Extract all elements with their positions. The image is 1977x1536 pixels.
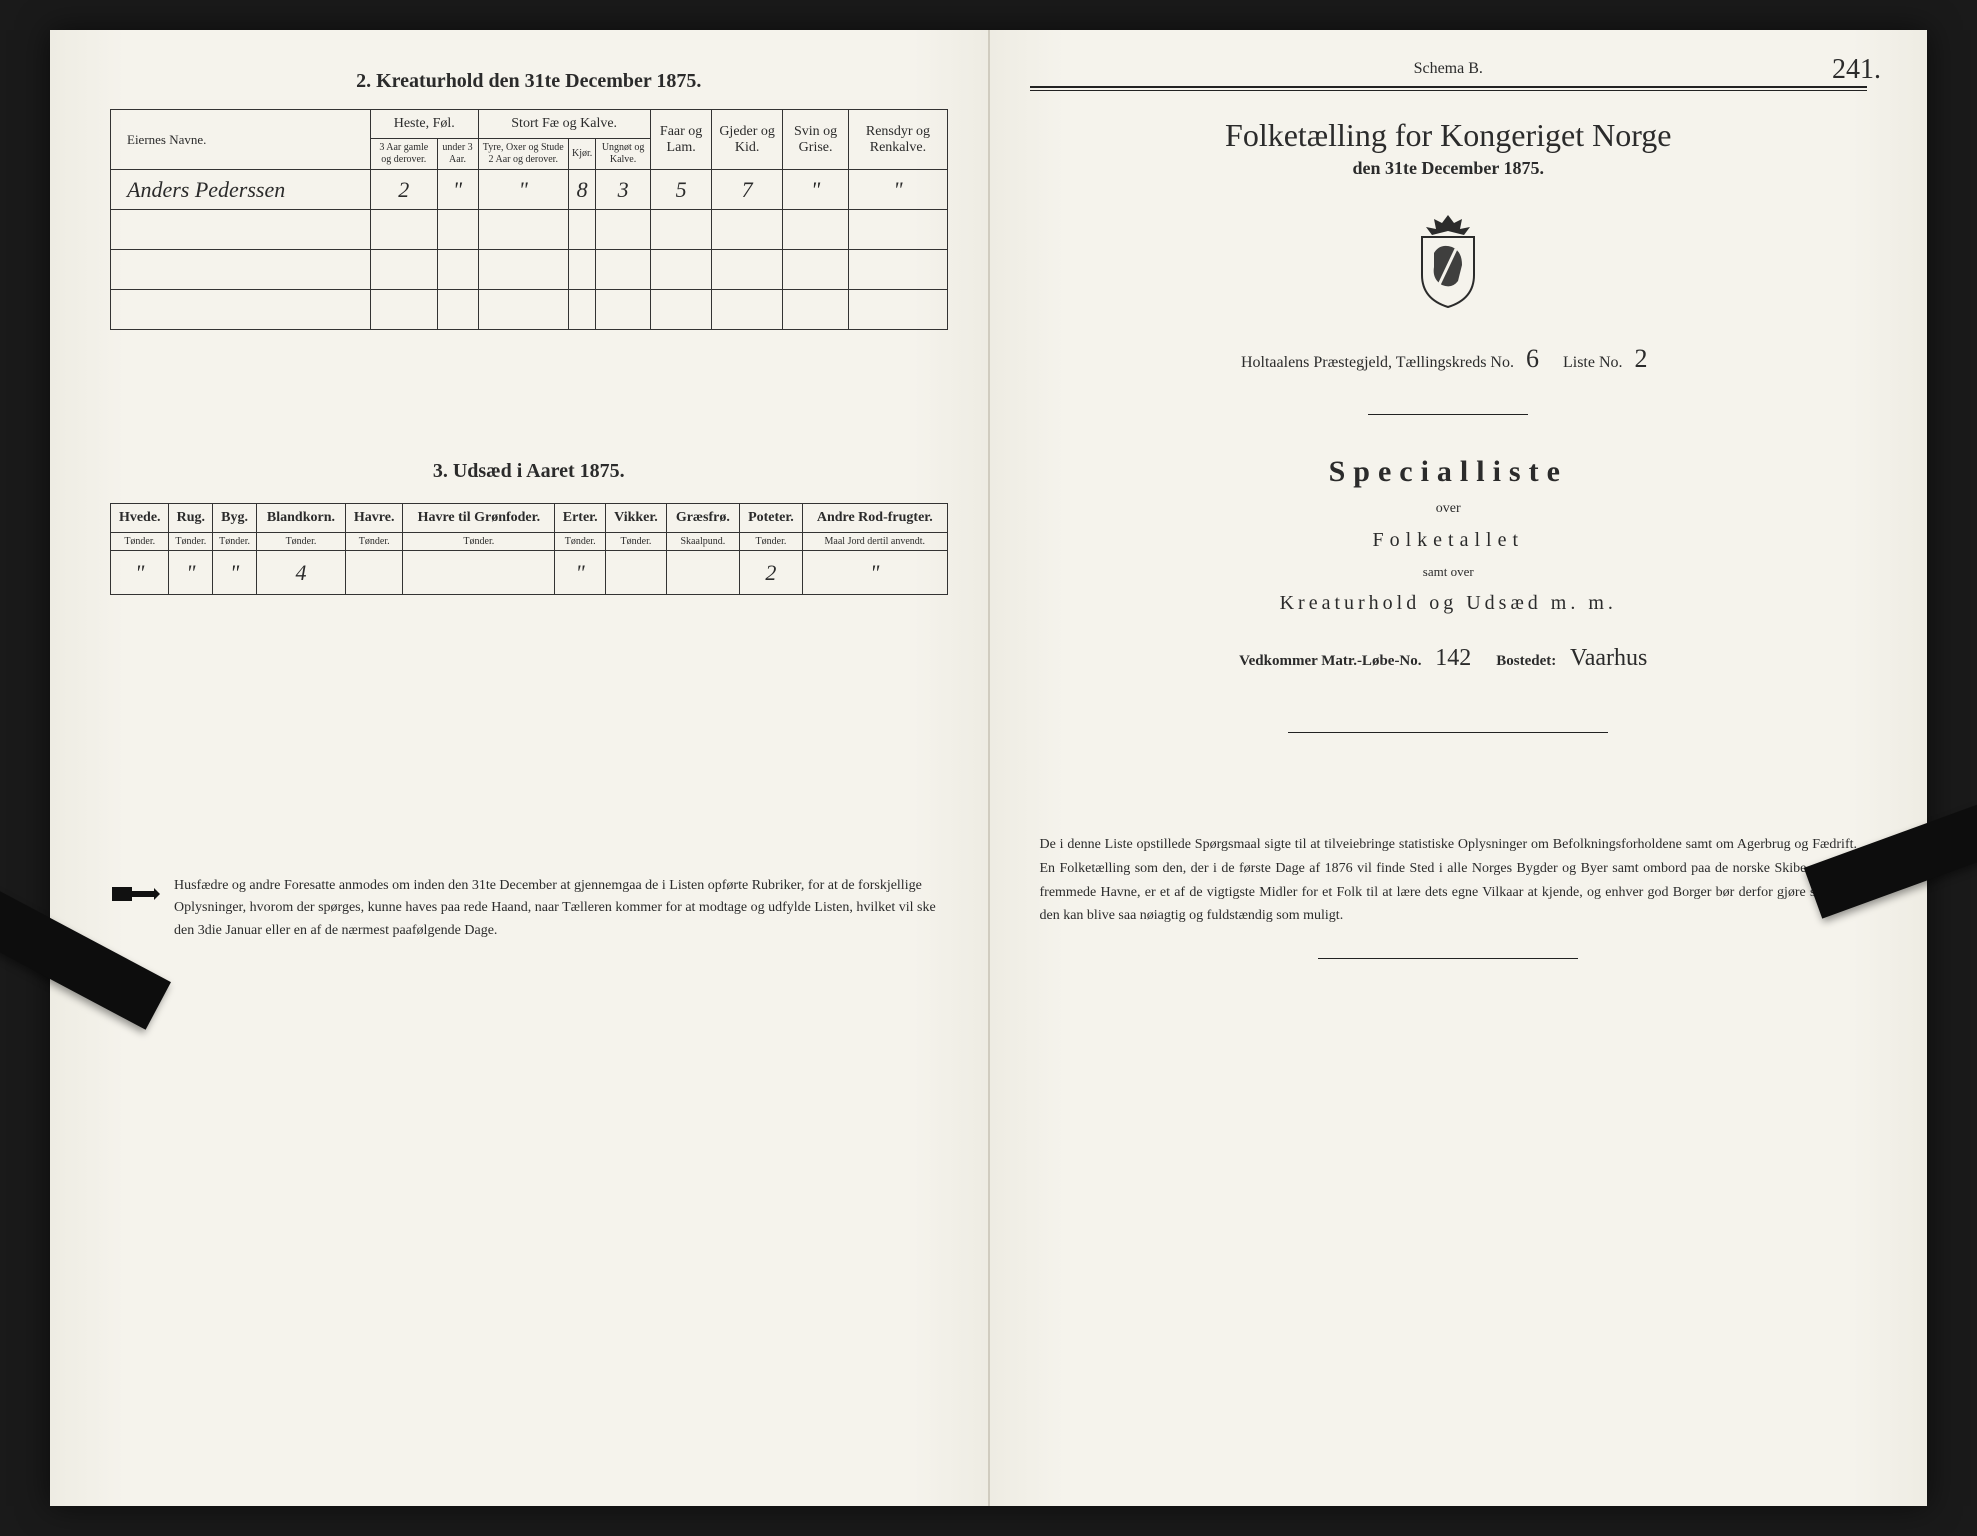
udsaed-table: Hvede. Rug. Byg. Blandkorn. Havre. Havre…: [110, 503, 948, 595]
cell-val: ": [478, 170, 569, 210]
col-byg: Byg.: [213, 504, 257, 533]
cell-val: ": [111, 551, 169, 595]
folketallet-label: Folketallet: [1030, 529, 1868, 552]
unit: Tønder.: [403, 533, 555, 551]
cell-val: 7: [712, 170, 782, 210]
enum-liste-label: Liste No.: [1563, 354, 1623, 371]
cell-val: [403, 551, 555, 595]
col-blandkorn: Blandkorn.: [256, 504, 345, 533]
samt-over-label: samt over: [1030, 564, 1868, 580]
col-poteter: Poteter.: [739, 504, 802, 533]
vedkommer-label2: Bostedet:: [1496, 653, 1556, 669]
col-goats: Gjeder og Kid.: [712, 110, 782, 170]
cell-val: ": [555, 551, 606, 595]
enum-prefix: Holtaalens Præstegjeld, Tællingskreds No…: [1241, 354, 1514, 371]
notice-text: Husfædre og andre Foresatte anmodes om i…: [174, 875, 948, 942]
cell-val: 2: [371, 170, 438, 210]
col-horses-young: under 3 Aar.: [437, 139, 478, 170]
cell-val: [666, 551, 739, 595]
cell-val: ": [169, 551, 213, 595]
cell-val: 2: [739, 551, 802, 595]
cell-val: 3: [596, 170, 651, 210]
cell-val: 4: [256, 551, 345, 595]
cell-val: 8: [569, 170, 596, 210]
divider: [1288, 732, 1608, 733]
col-reindeer: Rensdyr og Renkalve.: [849, 110, 947, 170]
col-cattle-bulls: Tyre, Oxer og Stude 2 Aar og derover.: [478, 139, 569, 170]
col-cattle-cows: Kjør.: [569, 139, 596, 170]
archive-clip-right: [1804, 799, 1977, 918]
cell-val: ": [782, 170, 849, 210]
vedkommer-line: Vedkommer Matr.-Løbe-No. 142 Bostedet: V…: [1030, 645, 1868, 672]
divider: [1030, 86, 1868, 88]
instruction-paragraph: De i denne Liste opstillede Spørgsmaal s…: [1030, 833, 1868, 928]
col-cattle-calves: Ungnøt og Kalve.: [596, 139, 651, 170]
kreaturhold-table: Eiernes Navne. Heste, Føl. Stort Fæ og K…: [110, 109, 948, 330]
unit: Tønder.: [346, 533, 403, 551]
census-title: Folketælling for Kongeriget Norge: [1030, 117, 1868, 154]
cell-owner: Anders Pederssen: [111, 170, 371, 210]
enumeration-line: Holtaalens Præstegjeld, Tællingskreds No…: [1030, 344, 1868, 374]
col-havre-gron: Havre til Grønfoder.: [403, 504, 555, 533]
unit: Tønder.: [555, 533, 606, 551]
specialliste-title: Specialliste: [1030, 455, 1868, 489]
unit: Tønder.: [111, 533, 169, 551]
cell-val: ": [213, 551, 257, 595]
col-erter: Erter.: [555, 504, 606, 533]
col-horses: Heste, Føl.: [371, 110, 479, 139]
unit: Tønder.: [606, 533, 667, 551]
table-row: [111, 210, 948, 250]
table-row: [111, 290, 948, 330]
table-row: " " " 4 " 2 ": [111, 551, 948, 595]
cell-val: ": [803, 551, 947, 595]
enum-liste-no: 2: [1627, 344, 1656, 373]
vedkommer-place: Vaarhus: [1560, 645, 1657, 671]
col-horses-old: 3 Aar gamle og derover.: [371, 139, 438, 170]
table-row: Anders Pederssen 2 " " 8 3 5 7 " ": [111, 170, 948, 210]
col-sheep: Faar og Lam.: [650, 110, 712, 170]
book-spread: 2. Kreaturhold den 31te December 1875. E…: [50, 30, 1927, 1506]
section3-title: 3. Udsæd i Aaret 1875.: [110, 460, 948, 483]
left-page: 2. Kreaturhold den 31te December 1875. E…: [50, 30, 990, 1506]
unit: Tønder.: [213, 533, 257, 551]
cell-val: ": [849, 170, 947, 210]
notice-block: Husfædre og andre Foresatte anmodes om i…: [110, 875, 948, 942]
kreatur-label: Kreaturhold og Udsæd m. m.: [1030, 592, 1868, 615]
census-subtitle: den 31te December 1875.: [1030, 158, 1868, 179]
pointing-hand-icon: [110, 875, 160, 942]
cell-val: ": [437, 170, 478, 210]
cell-val: [606, 551, 667, 595]
vedkommer-label1: Vedkommer Matr.-Løbe-No.: [1239, 653, 1421, 669]
section2-title: 2. Kreaturhold den 31te December 1875.: [110, 70, 948, 93]
right-page: 241. Schema B. Folketælling for Kongerig…: [990, 30, 1928, 1506]
enum-kreds-no: 6: [1518, 344, 1547, 373]
table-row: [111, 250, 948, 290]
col-rug: Rug.: [169, 504, 213, 533]
unit: Tønder.: [169, 533, 213, 551]
divider: [1318, 958, 1578, 959]
unit: Skaalpund.: [666, 533, 739, 551]
vedkommer-no: 142: [1425, 645, 1481, 671]
col-cattle: Stort Fæ og Kalve.: [478, 110, 650, 139]
col-hvede: Hvede.: [111, 504, 169, 533]
unit: Tønder.: [739, 533, 802, 551]
divider: [1030, 90, 1868, 91]
coat-of-arms-icon: [1030, 209, 1868, 314]
schema-label: Schema B.: [1030, 60, 1868, 78]
page-number: 241.: [1832, 54, 1881, 86]
col-pigs: Svin og Grise.: [782, 110, 849, 170]
col-owner-name: Eiernes Navne.: [111, 110, 371, 170]
cell-val: [346, 551, 403, 595]
col-havre: Havre.: [346, 504, 403, 533]
unit: Maal Jord dertil anvendt.: [803, 533, 947, 551]
cell-val: 5: [650, 170, 712, 210]
col-vikker: Vikker.: [606, 504, 667, 533]
col-graesfro: Græsfrø.: [666, 504, 739, 533]
col-andre: Andre Rod-frugter.: [803, 504, 947, 533]
divider: [1368, 414, 1528, 415]
unit: Tønder.: [256, 533, 345, 551]
over-label: over: [1030, 501, 1868, 517]
